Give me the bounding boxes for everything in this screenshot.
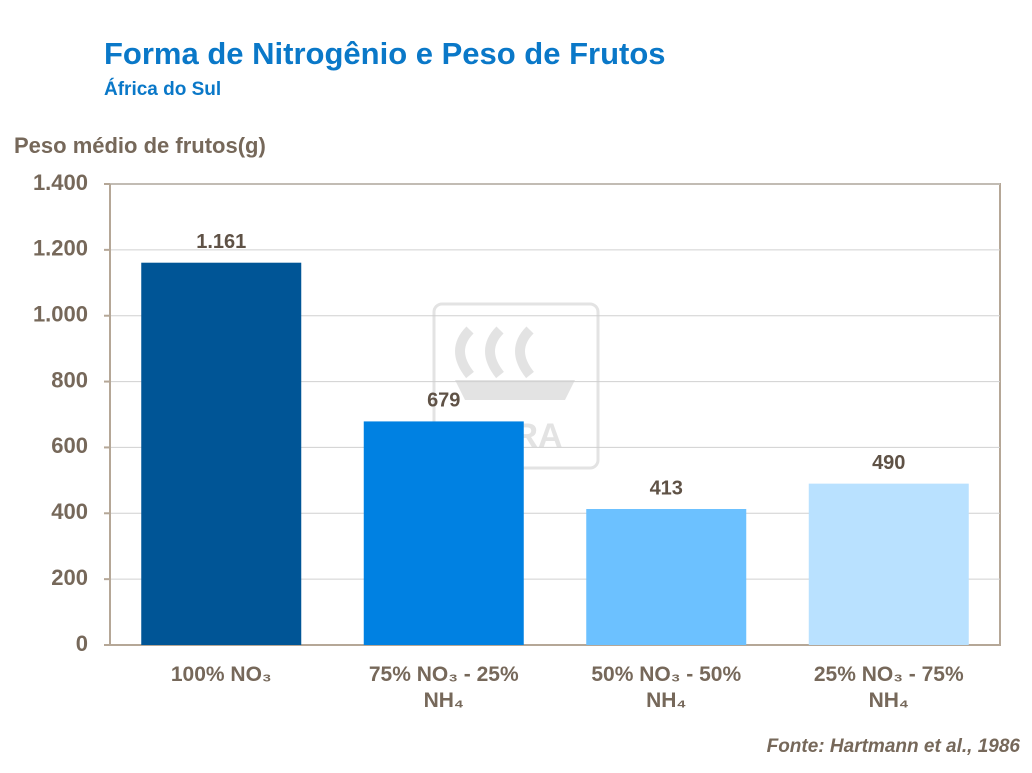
y-tick-label: 600 xyxy=(51,433,88,458)
value-label: 490 xyxy=(872,452,905,474)
x-tick-label: 75% NO₃ - 25% NH₄ xyxy=(368,663,519,712)
bar xyxy=(586,509,747,645)
y-tick-label: 1.200 xyxy=(33,236,88,261)
y-tick-label: 800 xyxy=(51,367,88,392)
value-label: 1.161 xyxy=(196,231,246,253)
chart-title: Forma de Nitrogênio e Peso de Frutos xyxy=(104,36,666,71)
value-label: 413 xyxy=(650,477,683,499)
y-axis-label: Peso médio de frutos(g) xyxy=(14,133,266,158)
x-tick-label: 50% NO₃ - 50% NH₄ xyxy=(591,663,742,712)
bar xyxy=(808,483,969,645)
y-tick-label: 1.400 xyxy=(33,170,88,195)
y-tick-label: 0 xyxy=(76,631,88,656)
bar xyxy=(141,262,302,645)
y-tick-label: 400 xyxy=(51,499,88,524)
x-tick-label: 100% NO₃ xyxy=(170,663,272,686)
chart-subtitle: África do Sul xyxy=(104,78,221,100)
x-tick-label: 25% NO₃ - 75% NH₄ xyxy=(813,663,964,712)
bar xyxy=(363,421,524,645)
value-label: 679 xyxy=(427,390,460,412)
source: Fonte: Hartmann et al., 1986 xyxy=(767,736,1021,757)
y-tick-label: 200 xyxy=(51,565,88,590)
y-tick-label: 1.000 xyxy=(33,302,88,327)
